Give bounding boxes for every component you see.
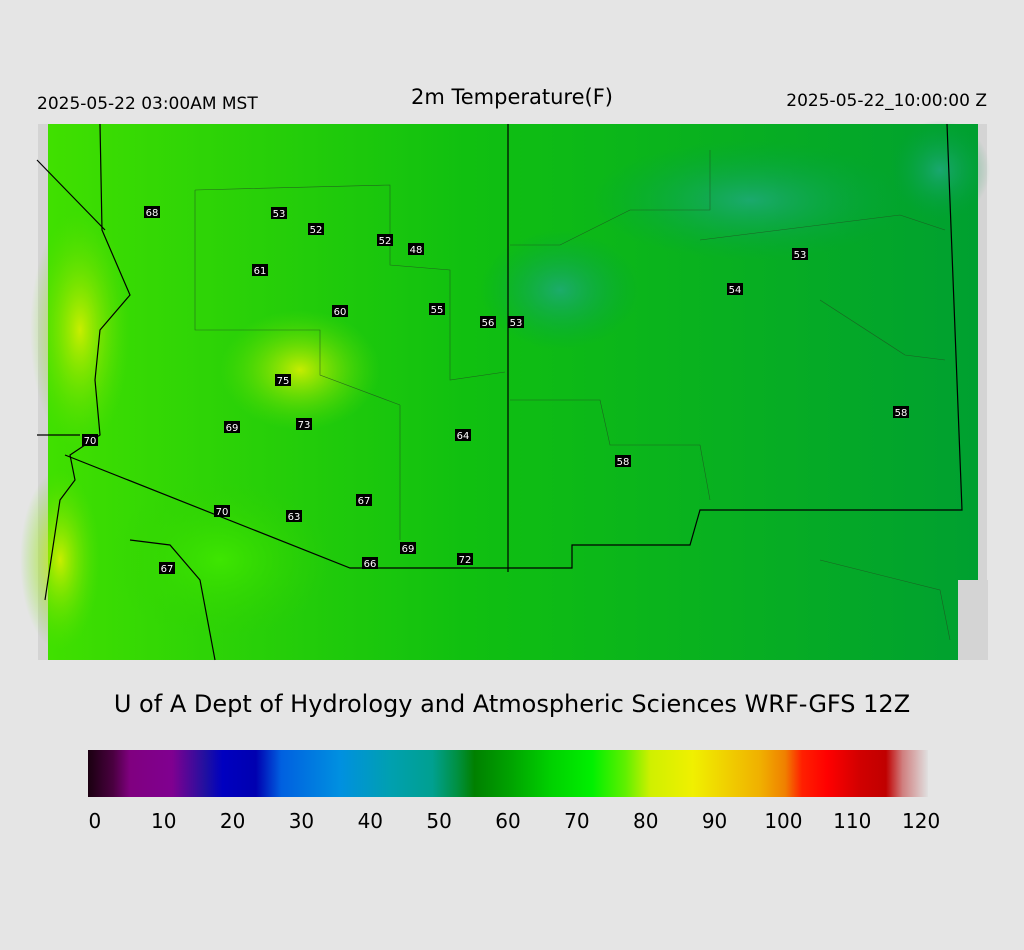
station-box	[792, 248, 808, 260]
colorbar-tick-label: 90	[702, 809, 727, 833]
colorbar-tick-label: 10	[151, 809, 176, 833]
station: 69	[224, 421, 240, 434]
station: 48	[408, 243, 424, 256]
station: 73	[296, 418, 312, 431]
station-box	[480, 316, 496, 328]
colorbar-tick-label: 60	[495, 809, 520, 833]
station-value: 58	[895, 408, 908, 419]
station-value: 68	[146, 208, 159, 219]
station-box	[286, 510, 302, 522]
station-value: 56	[482, 318, 495, 329]
station-box	[727, 283, 743, 295]
station-box	[615, 455, 631, 467]
station-box	[362, 557, 378, 569]
station-box	[271, 207, 287, 219]
station-value: 67	[161, 564, 174, 575]
station-value: 66	[364, 559, 377, 570]
valid-local: 2025-05-22 03:00AM MST	[37, 94, 258, 114]
station-box	[214, 505, 230, 517]
station: 55	[429, 303, 445, 316]
colorbar-tick-label: 70	[564, 809, 589, 833]
station: 67	[159, 562, 175, 575]
station: 56	[480, 316, 496, 329]
station-value: 69	[226, 423, 239, 434]
station-value: 60	[334, 307, 347, 318]
station: 58	[893, 406, 909, 419]
station: 53	[792, 248, 808, 261]
station-box	[144, 206, 160, 218]
colorbar-tick-label: 110	[833, 809, 871, 833]
station-value: 61	[254, 266, 267, 277]
station: 52	[377, 234, 393, 247]
station: 70	[82, 434, 98, 447]
station: 75	[275, 374, 291, 387]
station-value: 72	[459, 555, 472, 566]
station-value: 69	[402, 544, 415, 555]
station-box	[893, 406, 909, 418]
station-box	[377, 234, 393, 246]
station-box	[308, 223, 324, 235]
station-value: 52	[310, 225, 323, 236]
credit: U of A Dept of Hydrology and Atmospheric…	[114, 690, 910, 718]
colorbar-tick-label: 100	[764, 809, 802, 833]
station-box	[82, 434, 98, 446]
station-value: 73	[298, 420, 311, 431]
station-box	[332, 305, 348, 317]
station-box	[159, 562, 175, 574]
station-value: 52	[379, 236, 392, 247]
station-value: 55	[431, 305, 444, 316]
station: 67	[356, 494, 372, 507]
station: 69	[400, 542, 416, 555]
colorbar-tick-label: 40	[358, 809, 383, 833]
station-value: 54	[729, 285, 742, 296]
colorbar-tick-label: 120	[902, 809, 940, 833]
colorbar-tick-label: 50	[426, 809, 451, 833]
station-box	[429, 303, 445, 315]
station-box	[356, 494, 372, 506]
valid-utc: 2025-05-22_10:00:00 Z	[786, 91, 987, 111]
station-box	[252, 264, 268, 276]
station-value: 53	[794, 250, 807, 261]
station-value: 53	[273, 209, 286, 220]
station-box	[400, 542, 416, 554]
colorbar-tick-label: 20	[220, 809, 245, 833]
station-box	[275, 374, 291, 386]
station: 70	[214, 505, 230, 518]
station-value: 67	[358, 496, 371, 507]
station-value: 70	[84, 436, 97, 447]
station-box	[508, 316, 524, 328]
station-box	[224, 421, 240, 433]
station-box	[457, 553, 473, 565]
station-value: 48	[410, 245, 423, 256]
station: 61	[252, 264, 268, 277]
map-title: 2m Temperature(F)	[411, 85, 613, 109]
station: 72	[457, 553, 473, 566]
station: 53	[508, 316, 524, 329]
station: 60	[332, 305, 348, 318]
station-value: 58	[617, 457, 630, 468]
station-value: 70	[216, 507, 229, 518]
station-box	[296, 418, 312, 430]
station: 68	[144, 206, 160, 219]
station: 53	[271, 207, 287, 220]
map	[20, 120, 990, 661]
station: 64	[455, 429, 471, 442]
station-value: 63	[288, 512, 301, 523]
station: 66	[362, 557, 378, 570]
station: 58	[615, 455, 631, 468]
colorbar-tick-label: 0	[89, 809, 102, 833]
colorbar	[88, 750, 928, 797]
station-value: 75	[277, 376, 290, 387]
station: 52	[308, 223, 324, 236]
station-value: 53	[510, 318, 523, 329]
station: 63	[286, 510, 302, 523]
colorbar-tick-label: 30	[289, 809, 314, 833]
station-value: 64	[457, 431, 470, 442]
station-box	[408, 243, 424, 255]
station: 54	[727, 283, 743, 296]
colorbar-tick-label: 80	[633, 809, 658, 833]
station-box	[455, 429, 471, 441]
